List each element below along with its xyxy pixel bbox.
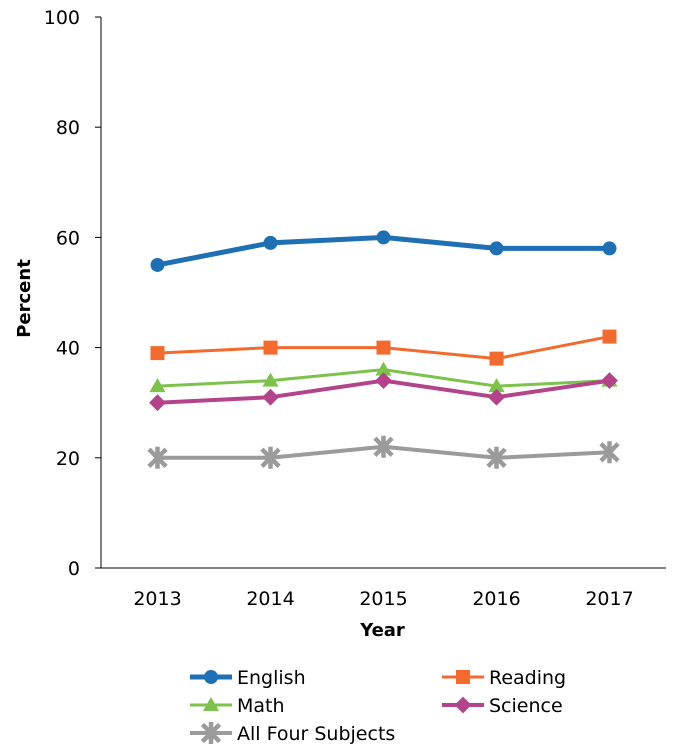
legend-item: English <box>190 667 306 689</box>
y-tick-label: 100 <box>44 7 80 29</box>
data-point <box>601 372 618 390</box>
y-tick-label: 0 <box>68 558 80 580</box>
y-tick-label: 60 <box>56 227 80 249</box>
x-tick-label: 2015 <box>359 588 407 610</box>
series-all-four-subjects <box>147 435 620 469</box>
data-point <box>489 351 504 366</box>
data-point <box>260 446 281 469</box>
series-reading <box>150 329 617 366</box>
legend-marker <box>202 696 220 711</box>
data-point <box>602 329 617 344</box>
legend-item: Reading <box>442 667 566 689</box>
legend-marker <box>454 696 472 714</box>
data-point <box>263 235 278 250</box>
x-tick-label: 2016 <box>472 588 520 610</box>
legend-item: Science <box>442 695 563 717</box>
legend-marker <box>204 670 218 684</box>
y-tick-label: 20 <box>56 448 80 470</box>
data-point <box>263 340 278 355</box>
data-point <box>489 241 504 256</box>
data-point <box>599 441 620 464</box>
data-point <box>373 435 394 458</box>
data-point <box>602 241 617 256</box>
legend-marker <box>456 670 470 684</box>
data-point <box>150 346 165 361</box>
y-tick-label: 40 <box>56 338 80 360</box>
x-tick-label: 2014 <box>246 588 294 610</box>
series-math <box>149 361 618 393</box>
data-point <box>375 372 392 390</box>
y-axis-title: Percent <box>14 259 35 338</box>
series-science <box>149 372 618 412</box>
legend-item: Math <box>190 695 285 717</box>
y-tick-label: 80 <box>56 117 80 139</box>
data-point <box>376 230 391 245</box>
x-axis-title: Year <box>359 620 405 641</box>
legend-label: Reading <box>489 667 566 689</box>
legend-label: All Four Subjects <box>237 723 395 745</box>
data-point <box>376 340 391 355</box>
data-point <box>150 257 165 272</box>
data-point <box>486 446 507 469</box>
chart-axes: 0 20 40 60 80 100 2013 2014 2015 2016 2017 <box>44 7 666 610</box>
chart-legend: English Reading Math Science All Four Subjec… <box>190 667 566 745</box>
legend-marker <box>200 722 222 744</box>
legend-label: Science <box>489 695 563 717</box>
data-point <box>262 388 279 406</box>
data-point <box>149 378 166 393</box>
legend-label: Math <box>237 695 285 717</box>
legend-item: All Four Subjects <box>190 722 395 745</box>
x-tick-label: 2013 <box>133 588 181 610</box>
data-point <box>488 388 505 406</box>
chart-series <box>147 230 620 469</box>
series-english <box>150 230 617 272</box>
x-tick-label: 2017 <box>585 588 633 610</box>
data-point <box>149 394 166 412</box>
data-point <box>262 372 279 387</box>
data-point <box>147 446 168 469</box>
legend-label: English <box>237 667 306 689</box>
data-point <box>375 361 392 376</box>
data-point <box>488 378 505 393</box>
